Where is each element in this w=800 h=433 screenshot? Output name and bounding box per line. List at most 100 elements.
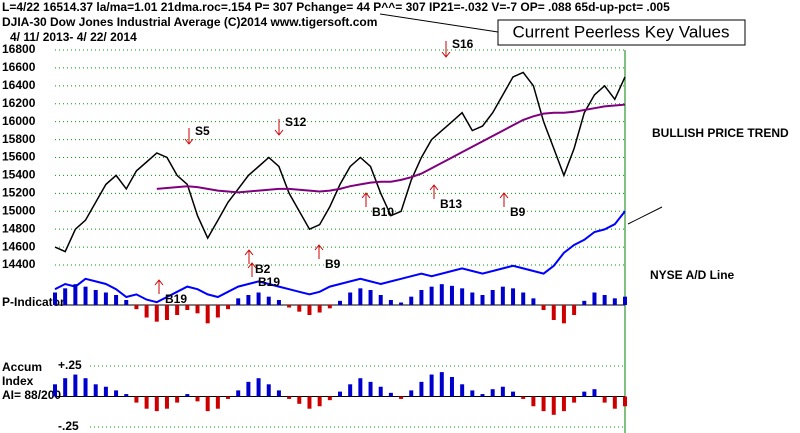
signal-label: B9 bbox=[510, 205, 526, 219]
bar bbox=[114, 295, 119, 305]
bar bbox=[185, 305, 190, 310]
signal-arrow bbox=[244, 249, 254, 264]
y-tick-label: 15000 bbox=[2, 203, 36, 217]
bar bbox=[368, 290, 373, 305]
bar bbox=[144, 396, 149, 409]
bar bbox=[531, 396, 536, 407]
series-line bbox=[156, 103, 626, 194]
bar bbox=[531, 298, 536, 305]
y-tick-label: 16200 bbox=[2, 96, 36, 110]
bar bbox=[256, 292, 261, 305]
bar bbox=[53, 384, 57, 397]
y-tick-label: +.25 bbox=[58, 358, 82, 372]
bar bbox=[572, 305, 577, 315]
bar bbox=[388, 392, 393, 397]
bar bbox=[327, 305, 332, 309]
signal-label: S12 bbox=[285, 115, 307, 129]
bar bbox=[490, 290, 495, 305]
accum-subtitle: Index bbox=[2, 374, 34, 388]
bar bbox=[307, 396, 312, 409]
bar bbox=[582, 300, 587, 305]
bar bbox=[236, 298, 241, 305]
y-tick-label: 15400 bbox=[2, 168, 36, 182]
y-tick-label: 15200 bbox=[2, 186, 36, 200]
bar bbox=[205, 305, 210, 324]
bar bbox=[338, 391, 342, 397]
p-indicator-title: P-Indicator bbox=[2, 295, 65, 309]
bar bbox=[246, 295, 251, 305]
y-tick-label: 16000 bbox=[2, 114, 36, 128]
bar bbox=[541, 305, 546, 310]
bar bbox=[103, 292, 108, 305]
bar bbox=[388, 300, 393, 305]
accum-annotation: AI= 88/200 bbox=[2, 388, 61, 402]
bar bbox=[623, 296, 627, 305]
bar bbox=[215, 396, 220, 409]
bar bbox=[490, 389, 495, 397]
header: L=4/22 16514.37 la/ma=1.01 21dma.roc=.15… bbox=[2, 0, 670, 14]
bar bbox=[93, 384, 98, 397]
bar bbox=[195, 396, 200, 402]
bar bbox=[175, 396, 180, 403]
y-tick-label: -.25 bbox=[58, 419, 79, 433]
bar bbox=[93, 290, 98, 305]
bar bbox=[287, 396, 292, 399]
bar bbox=[73, 284, 78, 305]
bar bbox=[73, 374, 78, 397]
signal-label: B2 bbox=[255, 262, 271, 276]
bar bbox=[541, 396, 546, 412]
bar bbox=[297, 305, 302, 312]
key-values-label: Current Peerless Key Values bbox=[512, 22, 729, 41]
bar bbox=[470, 292, 475, 305]
bar bbox=[368, 381, 373, 397]
bar bbox=[276, 300, 281, 305]
bar bbox=[63, 288, 68, 305]
signal-arrow bbox=[429, 184, 439, 199]
y-tick-label: 15800 bbox=[2, 132, 36, 146]
bar bbox=[185, 394, 190, 397]
bar bbox=[276, 390, 281, 397]
bar bbox=[429, 286, 434, 305]
bar bbox=[124, 394, 129, 397]
y-tick-label: 16600 bbox=[2, 60, 36, 74]
bar bbox=[175, 305, 180, 315]
signal-label: B13 bbox=[440, 197, 462, 211]
y-tick-label: 16400 bbox=[2, 78, 36, 92]
bar bbox=[103, 386, 108, 397]
bar bbox=[378, 295, 383, 305]
bar bbox=[348, 384, 353, 397]
bar bbox=[53, 292, 57, 305]
bar bbox=[236, 390, 241, 397]
y-tick-label: 14800 bbox=[2, 221, 36, 235]
bar bbox=[460, 288, 465, 305]
signal-arrow bbox=[314, 244, 324, 259]
bar bbox=[358, 378, 363, 397]
signal-label: S5 bbox=[195, 124, 210, 138]
bar bbox=[511, 391, 516, 397]
bar bbox=[399, 396, 404, 399]
bar bbox=[327, 396, 332, 401]
bar bbox=[287, 305, 292, 308]
bar bbox=[572, 396, 577, 403]
bar bbox=[480, 295, 485, 305]
bar bbox=[399, 302, 404, 305]
bar bbox=[195, 305, 200, 314]
bar bbox=[592, 292, 597, 305]
bar bbox=[266, 296, 271, 305]
bar bbox=[83, 286, 88, 305]
bar bbox=[154, 305, 159, 322]
signal-arrow bbox=[499, 192, 509, 207]
bar bbox=[134, 305, 139, 310]
accum-title: Accum bbox=[2, 360, 42, 374]
bar bbox=[602, 295, 607, 305]
signal-label: S16 bbox=[452, 37, 474, 51]
bar bbox=[582, 391, 587, 397]
bar bbox=[429, 374, 434, 397]
signal-arrow bbox=[154, 279, 164, 294]
bar bbox=[500, 386, 505, 397]
signal-arrow bbox=[184, 128, 194, 145]
series-line bbox=[54, 71, 626, 253]
bar bbox=[307, 305, 312, 315]
bar bbox=[114, 390, 119, 397]
